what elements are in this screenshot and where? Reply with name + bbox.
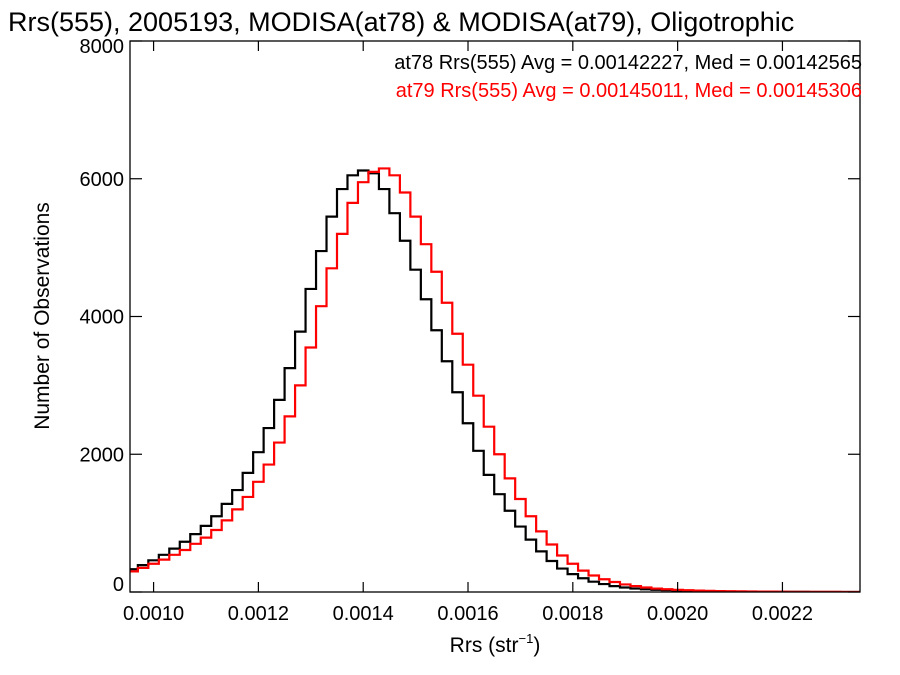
x-tick-label: 0.0014	[333, 603, 394, 625]
x-tick-label: 0.0012	[228, 603, 289, 625]
x-axis-label-superscript: −1	[519, 631, 534, 646]
x-tick-label: 0.0018	[542, 603, 603, 625]
x-axis-label: Rrs (str−1)	[450, 631, 541, 657]
x-tick-label: 0.0020	[647, 603, 708, 625]
x-axis-label-main: Rrs (str	[450, 634, 519, 657]
series-at79-line	[130, 167, 860, 592]
y-axis-ticks: 0 2000 4000 6000 8000	[80, 36, 860, 596]
x-tick-label: 0.0016	[437, 603, 498, 625]
y-tick-label: 0	[113, 574, 124, 596]
y-tick-label: 6000	[80, 169, 125, 191]
series-layer	[130, 167, 860, 592]
y-tick-label: 4000	[80, 307, 125, 329]
x-tick-label: 0.0022	[752, 603, 813, 625]
x-axis-label-close: )	[533, 634, 540, 657]
plot-area: 0.0010 0.0012 0.0014 0.0016 0.0018 0.0020 0.00…	[80, 36, 861, 625]
x-tick-label: 0.0010	[123, 603, 184, 625]
y-tick-label: 8000	[80, 36, 125, 58]
series-at78-line	[130, 169, 860, 592]
chart-title: Rrs(555), 2005193, MODISA(at78) & MODISA…	[8, 7, 794, 37]
x-axis-ticks: 0.0010 0.0012 0.0014 0.0016 0.0018 0.0020 0.00…	[123, 41, 813, 625]
y-tick-label: 2000	[80, 444, 125, 466]
y-axis-label: Number of Observations	[31, 202, 54, 430]
annotation-at78: at78 Rrs(555) Avg = 0.00142227, Med = 0.…	[394, 52, 862, 74]
annotation-at79: at79 Rrs(555) Avg = 0.00145011, Med = 0.…	[396, 80, 862, 102]
